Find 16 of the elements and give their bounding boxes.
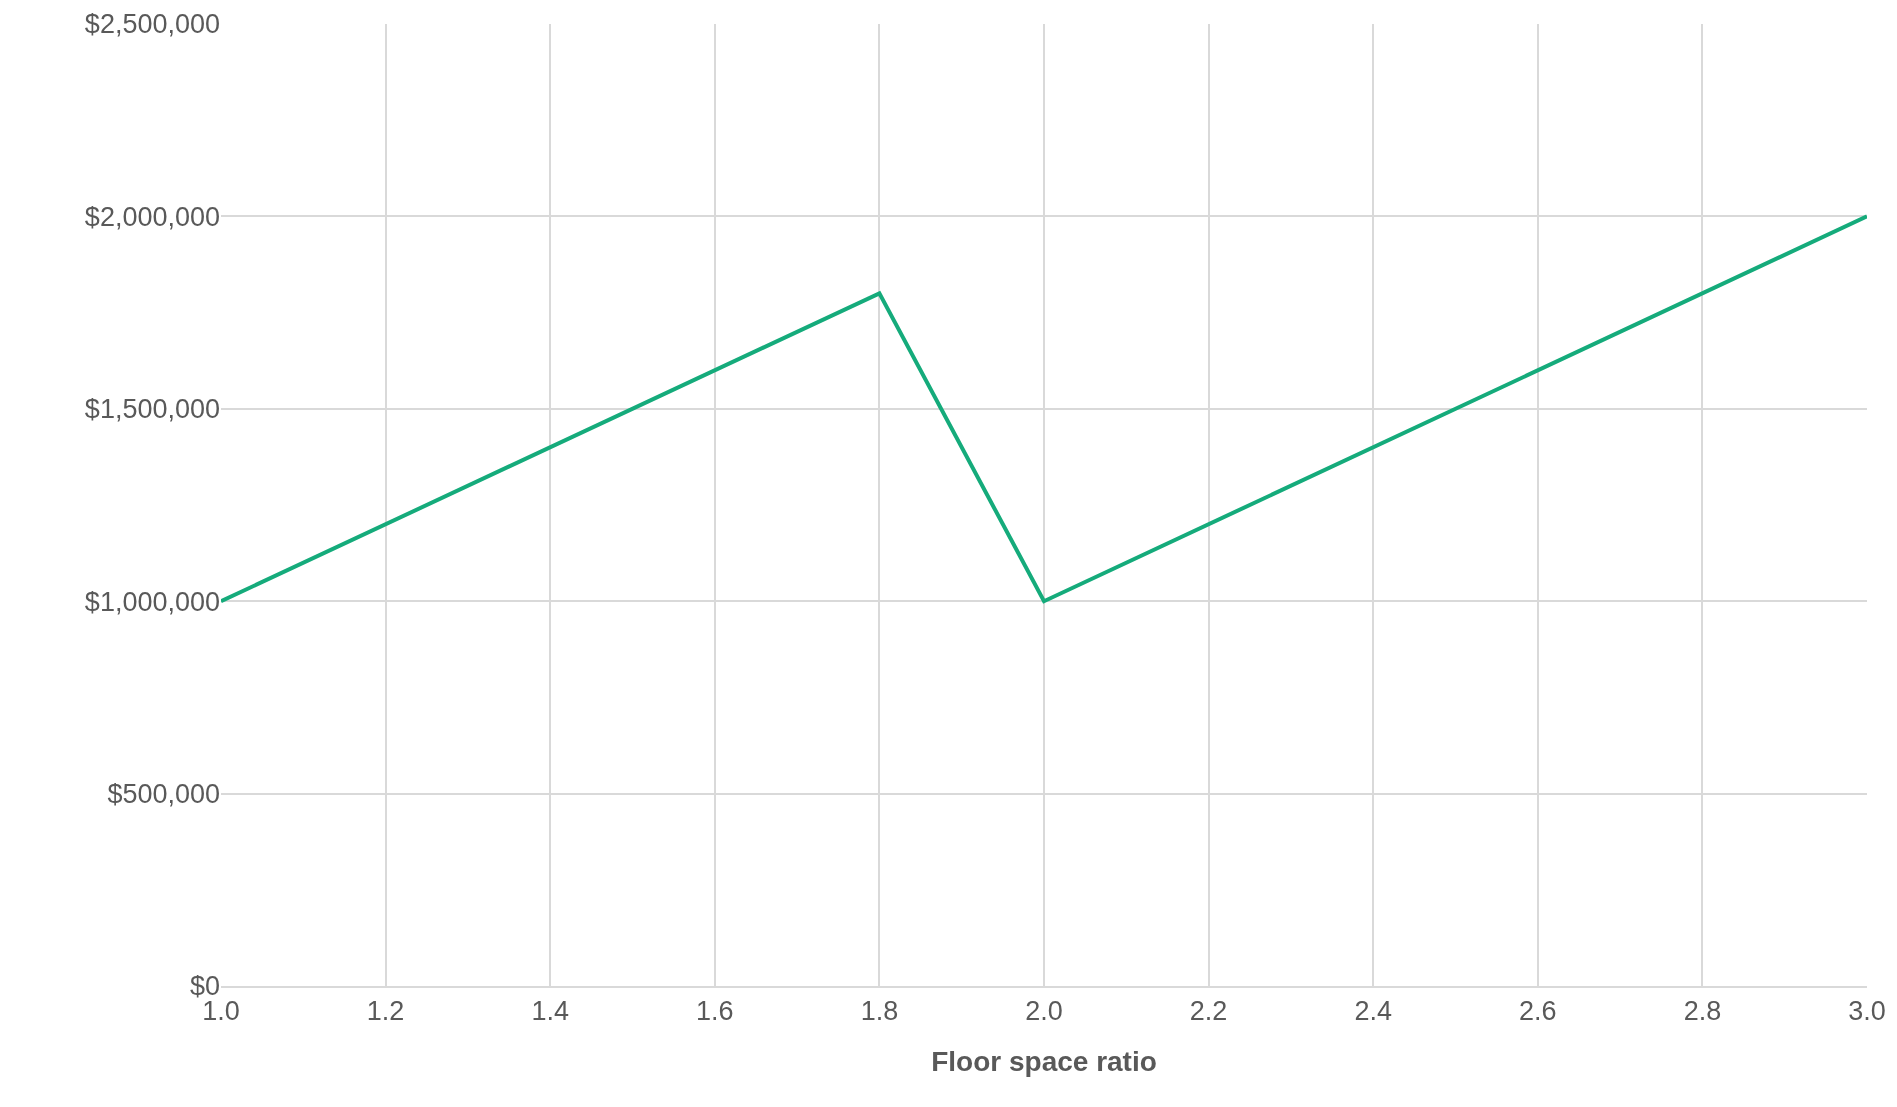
x-tick-label: 2.6 bbox=[1519, 996, 1557, 1027]
x-axis-title: Floor space ratio bbox=[931, 1046, 1157, 1077]
x-tick-label: 3.0 bbox=[1848, 996, 1886, 1027]
x-tick-label: 2.8 bbox=[1683, 996, 1722, 1027]
y-tick-label: $2,000,000 bbox=[84, 201, 220, 232]
y-tick-label: $1,000,000 bbox=[84, 586, 220, 617]
y-tick-label: $2,500,000 bbox=[84, 9, 220, 40]
x-tick-label: 1.8 bbox=[860, 996, 899, 1027]
x-tick-label: 2.2 bbox=[1189, 996, 1228, 1027]
y-tick-label: $500,000 bbox=[107, 779, 220, 810]
y-tick-label: $1,500,000 bbox=[84, 394, 220, 425]
x-tick-label: 1.2 bbox=[366, 996, 405, 1027]
x-tick-label: 2.0 bbox=[1025, 996, 1063, 1027]
x-tick-label: 2.4 bbox=[1354, 996, 1392, 1027]
x-tick-label: 1.6 bbox=[696, 996, 734, 1027]
x-tick-label: 1.4 bbox=[531, 996, 569, 1027]
